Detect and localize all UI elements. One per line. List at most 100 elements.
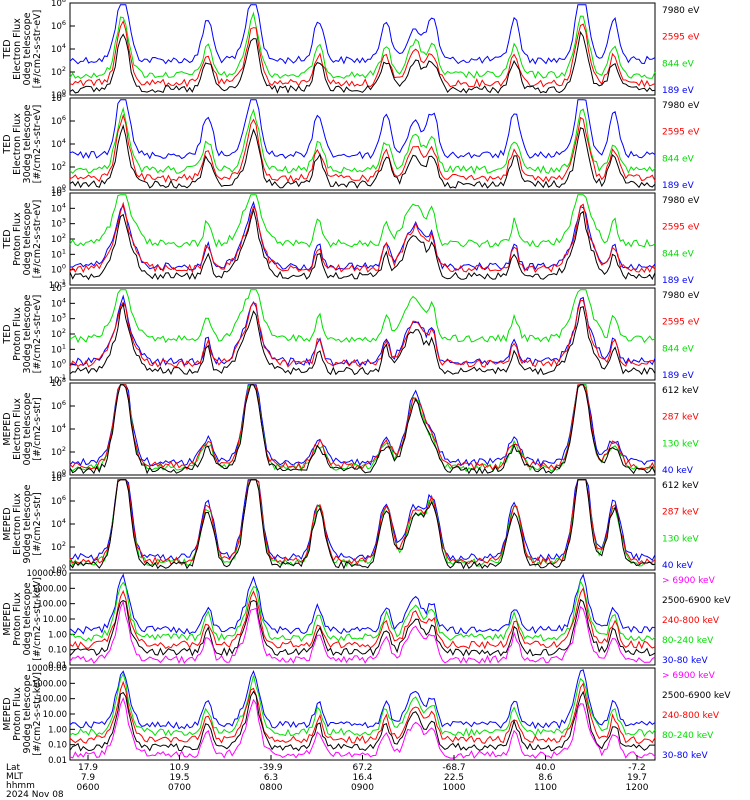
legend-entry: 844 eV	[662, 249, 695, 259]
series-green	[69, 384, 656, 473]
legend-entry: 240-800 keV	[662, 616, 720, 626]
legend-entry: 30-80 keV	[662, 656, 708, 666]
legend-entry: 844 eV	[662, 154, 695, 164]
y-tick-label: 103	[51, 312, 66, 325]
y-tick-label: 106	[51, 19, 66, 32]
y-tick-label: 1.00	[48, 725, 67, 735]
x-tick-hhmm: 1000	[443, 783, 466, 793]
y-tick-label: 106	[51, 114, 66, 127]
y-axis-label: MEPEDElectron Flux90deg telescope[#/cm2-…	[2, 484, 43, 563]
legend-entry: 2595 eV	[662, 128, 700, 138]
legend-entry: 130 keV	[662, 439, 699, 449]
x-tick-hhmm: 0600	[77, 783, 100, 793]
x-row-label: MLT	[6, 772, 24, 782]
y-tick-label: 10000.00	[26, 664, 67, 674]
y-axis-label: TEDElectron Flux0deg telescope[#/cm2-s-s…	[2, 10, 43, 89]
series-green	[69, 194, 656, 248]
y-tick-label: 0.10	[48, 741, 67, 751]
series-black	[69, 479, 656, 570]
y-tick-label: 102	[51, 65, 66, 78]
x-tick-mlt: 22.5	[444, 773, 464, 783]
x-tick-hhmm: 1200	[626, 783, 649, 793]
panel-frame	[69, 667, 656, 761]
y-tick-label: 102	[51, 445, 66, 458]
series-green	[69, 11, 656, 80]
panel-frame	[69, 192, 656, 286]
x-tick-hhmm: 1100	[534, 783, 557, 793]
legend-entry: 7980 eV	[662, 6, 700, 16]
y-tick-label: 100.00	[37, 600, 67, 610]
y-axis-label: MEPEDProton Flux0deg telescope[#/cm2-s-s…	[2, 577, 43, 661]
series-blue	[70, 294, 656, 367]
x-tick-lat: 17.9	[78, 763, 98, 773]
series-blue	[69, 99, 656, 160]
y-tick-label: 100	[51, 263, 66, 276]
y-tick-label: 10000.00	[26, 569, 67, 579]
y-tick-label: 1.00	[48, 630, 67, 640]
legend-entry: 80-240 keV	[662, 636, 714, 646]
x-tick-mlt: 19.5	[169, 773, 189, 783]
panel-frame	[69, 572, 656, 666]
series-blue	[69, 4, 656, 65]
series-black	[69, 30, 656, 94]
legend-entry: 612 keV	[662, 386, 699, 396]
series-red	[69, 299, 656, 368]
series-red	[69, 384, 656, 471]
legend-entry: 240-800 keV	[662, 711, 720, 721]
series-red	[69, 479, 656, 566]
series-black	[69, 598, 656, 657]
y-tick-label: 104	[51, 517, 66, 530]
x-tick-mlt: 8.6	[538, 773, 553, 783]
x-tick-hhmm: 0900	[351, 783, 374, 793]
series-red	[69, 587, 656, 650]
x-tick-lat: -68.7	[442, 763, 465, 773]
legend-entry: 80-240 keV	[662, 731, 714, 741]
series-blue	[69, 384, 656, 467]
y-tick-label: 1000.00	[32, 679, 67, 689]
y-tick-label: 106	[51, 399, 66, 412]
series-blue	[69, 573, 656, 635]
x-tick-mlt: 16.4	[352, 773, 372, 783]
y-tick-label: 102	[51, 540, 66, 553]
x-tick-hhmm: 0700	[168, 783, 191, 793]
x-tick-lat: 67.2	[352, 763, 372, 773]
x-tick-lat: 40.0	[535, 763, 555, 773]
series-green	[69, 289, 656, 344]
legend-entry: 844 eV	[662, 59, 695, 69]
y-tick-label: 106	[51, 494, 66, 507]
y-tick-label: 102	[51, 160, 66, 173]
series-red	[69, 201, 656, 274]
y-tick-label: 101	[51, 247, 66, 260]
legend-entry: 189 eV	[662, 86, 695, 96]
y-tick-label: 0.01	[48, 661, 67, 671]
legend-entry: 2595 eV	[662, 318, 700, 328]
y-tick-label: 102	[51, 232, 66, 245]
x-row-label: Lat	[6, 763, 21, 773]
x-tick-lat: -39.9	[259, 763, 283, 773]
series-black	[69, 384, 656, 475]
series-black	[69, 124, 656, 189]
legend-entry: 7980 eV	[662, 101, 700, 111]
series-magenta	[69, 696, 656, 759]
y-axis-label: MEPEDProton Flux90deg telescope[#/cm2-s-…	[2, 672, 43, 756]
y-tick-label: 10.00	[43, 710, 67, 720]
y-tick-label: 0.01	[48, 756, 67, 766]
legend-entry: 7980 eV	[662, 196, 700, 206]
legend-entry: 7980 eV	[662, 291, 700, 301]
series-green	[69, 106, 656, 175]
y-tick-label: 104	[51, 201, 66, 214]
legend-entry: 2500-6900 keV	[662, 691, 731, 701]
legend-entry: 844 eV	[662, 344, 695, 354]
x-tick-mlt: 6.3	[264, 773, 278, 783]
x-tick-lat: -7.2	[628, 763, 646, 773]
x-row-label: 2024 Nov 08	[6, 790, 64, 800]
legend-entry: 189 eV	[662, 371, 695, 381]
series-blue	[69, 669, 656, 730]
y-tick-label: 100.00	[37, 695, 67, 705]
x-tick-mlt: 7.9	[81, 773, 96, 783]
